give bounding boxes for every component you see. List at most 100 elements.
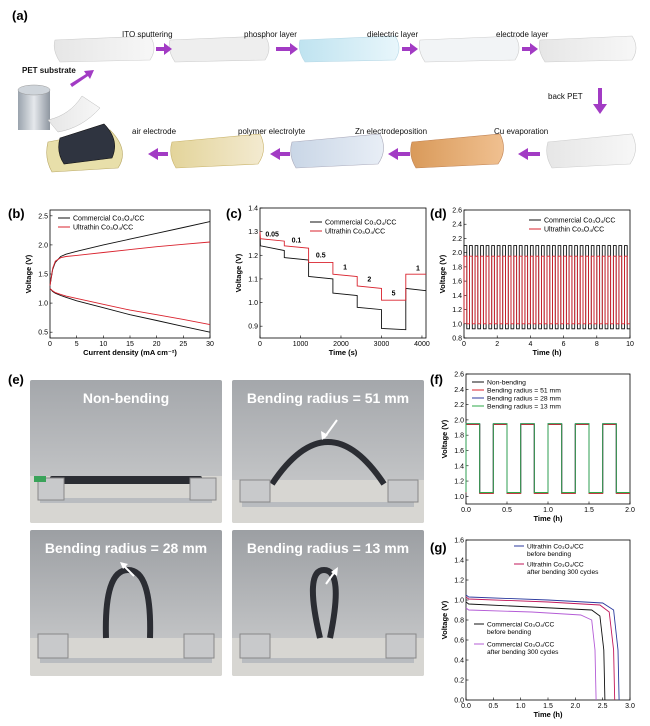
legend-label: Bending radius = 13 mm	[487, 404, 561, 411]
x-tick-label: 2	[495, 341, 499, 348]
legend-label: Ultrathin Co₃O₄/CC	[527, 544, 584, 551]
film-polymer	[170, 133, 264, 169]
x-tick-label: 15	[126, 341, 134, 348]
step-air-electrode: air electrode	[132, 127, 177, 136]
y-tick-label: 2.5	[38, 213, 48, 220]
x-tick-label: 4	[528, 341, 532, 348]
x-tick-label: 5	[75, 341, 79, 348]
x-tick-label: 2.0	[570, 703, 580, 710]
x-tick-label: 0	[462, 341, 466, 348]
chart-f: 0.0 0.5 1.0 1.5 2.0 1.0 1.2 1.4 1.6 1.8 2.0 2.2 2.4 2…	[440, 372, 635, 524]
x-tick-label: 30	[206, 341, 214, 348]
y-tick-label: 0.2	[454, 678, 464, 685]
x-tick-label: 1.5	[543, 703, 553, 710]
y-tick-label: 0.0	[454, 698, 464, 705]
y-tick-label: 2.6	[452, 208, 462, 215]
legend-label: Commercial Co₃O₄/CC	[487, 642, 555, 649]
panel-f-letter: (f)	[430, 372, 443, 387]
legend-label: before bending	[487, 629, 531, 636]
x-tick-label: 0.0	[461, 703, 471, 710]
x-tick-label: 0.5	[488, 703, 498, 710]
x-tick-label: 3000	[374, 341, 390, 348]
photo-title-bending-13: Bending radius = 13 mm	[246, 540, 410, 556]
y-tick-label: 0.9	[248, 324, 258, 331]
series-line-2	[49, 241, 211, 286]
film-cu	[410, 133, 504, 169]
series-line-1	[259, 231, 426, 301]
panel-a-illustration	[17, 35, 637, 173]
x-tick-label: 10	[99, 341, 107, 348]
y-tick-label: 1.0	[248, 300, 258, 307]
y-tick-label: 1.2	[452, 307, 462, 314]
x-tick-label: 1.0	[543, 507, 553, 514]
step-label: 1	[343, 264, 347, 271]
photo-bending-13: Bending radius = 13 mm	[232, 530, 424, 676]
y-tick-label: 2.2	[452, 236, 462, 243]
y-tick-label: 1.4	[248, 206, 258, 213]
y-tick-label: 0.6	[454, 638, 464, 645]
y-tick-label: 1.4	[454, 463, 464, 470]
x-axis-label: Time (h)	[533, 514, 563, 523]
step-cu-evaporation: Cu evaporation	[494, 127, 549, 136]
film-dielectric	[298, 35, 400, 63]
series-line-3	[465, 607, 597, 701]
arrow-down	[593, 88, 607, 114]
photo-title-bending-28: Bending radius = 28 mm	[44, 540, 208, 556]
x-tick-label: 1000	[293, 341, 309, 348]
step-zn-electrodeposition: Zn electrodeposition	[355, 127, 428, 136]
panel-d-letter: (d)	[430, 206, 447, 221]
y-tick-label: 1.8	[454, 433, 464, 440]
legend-label: Ultrathin Co₃O₄/CC	[73, 225, 133, 232]
y-axis-label: Voltage (V)	[234, 253, 243, 292]
x-axis-label: Time (h)	[532, 348, 562, 357]
legend-label: after bending 300 cycles	[487, 649, 559, 656]
x-tick-label: 0.0	[461, 507, 471, 514]
legend-label: Bending radius = 28 mm	[487, 396, 561, 403]
y-tick-label: 2.4	[452, 222, 462, 229]
legend-label: Bending radius = 51 mm	[487, 388, 561, 395]
film-ito	[53, 35, 155, 63]
y-tick-label: 1.6	[452, 279, 462, 286]
x-tick-label: 0.5	[502, 507, 512, 514]
arrow-5	[522, 43, 538, 55]
x-axis-label: Current density (mA cm⁻²)	[83, 348, 177, 357]
film-phosphor	[168, 35, 270, 63]
film-electrode	[418, 35, 520, 63]
series-line-0	[259, 231, 427, 331]
y-tick-label: 0.8	[452, 336, 462, 343]
legend-label: before bending	[527, 551, 571, 558]
legend-label: Non-bending	[487, 380, 526, 387]
y-tick-label: 1.0	[452, 321, 462, 328]
y-tick-label: 2.0	[454, 417, 464, 424]
photo-title-non-bending: Non-bending	[82, 390, 170, 406]
legend-label: after bending 300 cycles	[527, 569, 599, 576]
y-tick-label: 2.0	[452, 250, 462, 257]
y-tick-label: 2.0	[38, 242, 48, 249]
x-tick-label: 6	[562, 341, 566, 348]
series-line-0	[465, 594, 620, 701]
y-tick-label: 1.0	[454, 598, 464, 605]
series-line-3	[49, 288, 211, 326]
legend-label: Ultrathin Co₃O₄/CC	[544, 227, 604, 234]
y-tick-label: 1.4	[452, 293, 462, 300]
legend-label: Ultrathin Co₃O₄/CC	[325, 229, 385, 236]
y-tick-label: 0.4	[454, 658, 464, 665]
film-backpet-bottom	[546, 133, 636, 169]
film-air-electrode-dark	[58, 123, 115, 165]
pet-sheet	[47, 95, 101, 133]
chart-d: 0 2 4 6 8 10 0.8 1.0 1.2 1.4 1.6 1.8 2.0 2.2 2.4 2.6 Tim…	[438, 208, 634, 358]
panel-a-letter: (a)	[12, 8, 28, 23]
step-phosphor-layer: phosphor layer	[244, 30, 297, 39]
arrow-4	[402, 43, 418, 55]
legend-label: Commercial Co₃O₄/CC	[487, 622, 555, 629]
y-tick-label: 1.2	[454, 479, 464, 486]
x-axis-label: Time (h)	[533, 710, 563, 719]
y-tick-label: 1.6	[454, 448, 464, 455]
panel-b-letter: (b)	[8, 206, 25, 221]
series-line-1	[465, 424, 630, 494]
panel-e-letter: (e)	[8, 372, 24, 387]
x-tick-label: 10	[626, 341, 634, 348]
y-axis-label: Voltage (V)	[440, 419, 449, 458]
y-tick-label: 1.6	[454, 538, 464, 545]
photo-bending-51: Bending radius = 51 mm	[232, 380, 424, 523]
